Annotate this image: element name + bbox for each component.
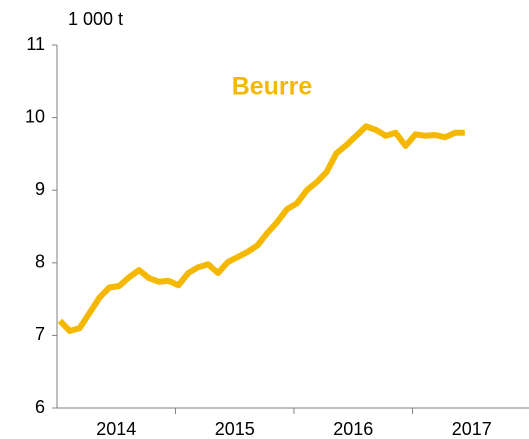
y-tick-label: 11: [26, 34, 45, 54]
y-tick-label: 9: [35, 179, 45, 199]
y-tick-label: 10: [25, 106, 45, 126]
x-tick-label: 2015: [215, 419, 255, 439]
x-tick-label: 2014: [96, 419, 136, 439]
y-tick-label: 6: [35, 397, 45, 417]
y-tick-label: 8: [35, 252, 45, 272]
x-tick-label: 2016: [333, 419, 373, 439]
y-unit: 1 000 t: [68, 9, 123, 29]
chart-title: Beurre: [232, 73, 313, 101]
x-tick-label: 2017: [452, 419, 492, 439]
line: [57, 123, 465, 334]
y-tick-label: 7: [35, 324, 45, 344]
